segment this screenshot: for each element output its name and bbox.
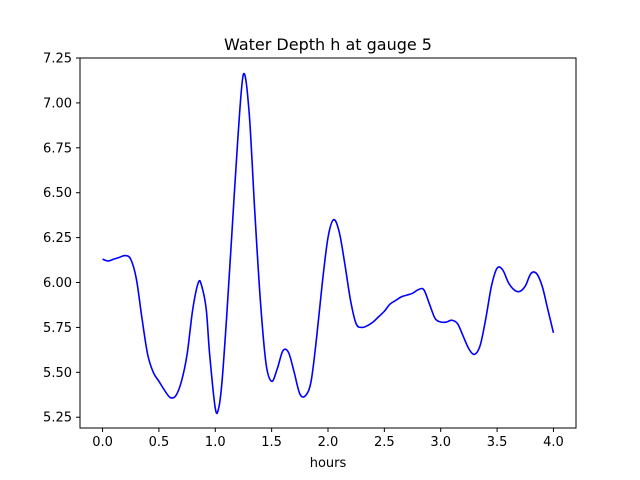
x-tick-label: 2.5 [374, 435, 395, 450]
plot-frame [79, 57, 577, 429]
y-tick-label: 5.25 [43, 411, 72, 426]
x-axis-label: hours [310, 456, 347, 471]
y-tick-label: 6.00 [43, 276, 72, 291]
x-tick-label: 0.0 [92, 435, 113, 450]
y-tick-label: 7.25 [43, 52, 72, 67]
chart-title: Water Depth h at gauge 5 [224, 35, 432, 54]
x-tick-label: 3.0 [430, 435, 451, 450]
x-tick-label: 4.0 [543, 435, 564, 450]
y-tick-label: 6.25 [43, 231, 72, 246]
y-tick-label: 5.75 [43, 321, 72, 336]
x-tick-label: 1.0 [205, 435, 226, 450]
x-tick-label: 1.5 [261, 435, 282, 450]
y-axis: 5.25 5.50 5.75 6.00 6.25 6.50 6.75 7.00 7.25 [43, 52, 80, 426]
x-axis: 0.0 0.5 1.0 1.5 2.0 2.5 3.0 3.5 4.0 [92, 428, 564, 450]
x-tick-label: 0.5 [149, 435, 170, 450]
series-line-water-depth [102, 72, 555, 415]
x-tick-label: 2.0 [318, 435, 339, 450]
x-tick-label: 3.5 [487, 435, 508, 450]
y-tick-label: 7.00 [43, 96, 72, 111]
y-tick-label: 6.75 [43, 141, 72, 156]
y-tick-label: 6.50 [43, 186, 72, 201]
plot-area [102, 72, 555, 415]
y-tick-label: 5.50 [43, 366, 72, 381]
